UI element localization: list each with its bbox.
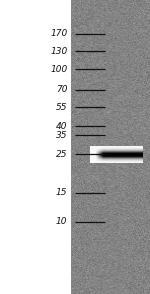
Text: 15: 15 xyxy=(56,188,68,197)
Bar xyxy=(70,0,150,294)
Text: 35: 35 xyxy=(56,131,68,140)
Text: 25: 25 xyxy=(56,150,68,159)
Text: 10: 10 xyxy=(56,218,68,226)
Bar xyxy=(0,0,70,294)
Text: 130: 130 xyxy=(50,47,68,56)
Text: 170: 170 xyxy=(50,29,68,38)
Text: 70: 70 xyxy=(56,85,68,94)
Text: 100: 100 xyxy=(50,65,68,74)
Text: 40: 40 xyxy=(56,122,68,131)
Text: 55: 55 xyxy=(56,103,68,112)
